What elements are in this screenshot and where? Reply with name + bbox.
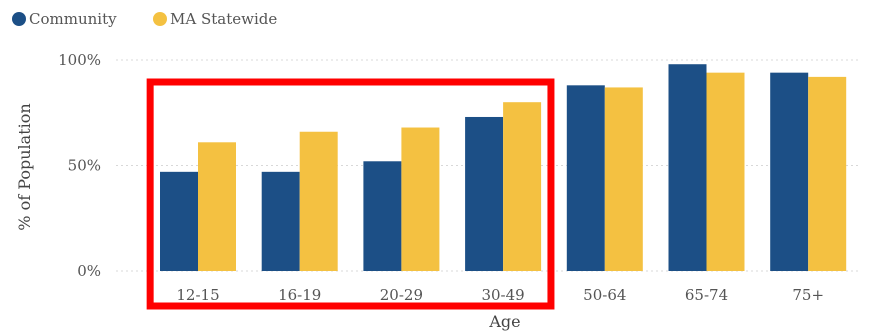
bars — [160, 64, 847, 272]
legend-item-community: Community — [12, 10, 117, 28]
y-tick-label-100: 100% — [58, 51, 101, 69]
bar-community-50-64 — [566, 85, 605, 271]
bar-ma-statewide-20-29 — [401, 127, 440, 272]
x-tick-label-16-19: 16-19 — [278, 286, 321, 304]
legend-swatch-community — [12, 12, 26, 26]
legend: Community MA Statewide — [12, 10, 277, 28]
x-tick-label-30-49: 30-49 — [481, 286, 524, 304]
y-axis-tick-labels: 0% 50% 100% — [58, 51, 101, 280]
bar-ma-statewide-12-15 — [198, 142, 236, 271]
x-tick-label-20-29: 20-29 — [380, 286, 423, 304]
bar-community-16-19 — [261, 171, 300, 271]
legend-swatch-ma-statewide — [153, 12, 167, 26]
x-axis-title: Age — [488, 312, 520, 331]
x-tick-label-65-74: 65-74 — [685, 286, 728, 304]
highlight-box-group — [146, 78, 555, 310]
legend-label-community: Community — [29, 10, 117, 28]
x-tick-label-75: 75+ — [792, 286, 824, 304]
y-tick-label-50: 50% — [68, 157, 101, 175]
legend-item-ma-statewide: MA Statewide — [153, 10, 277, 28]
bar-community-20-29 — [363, 161, 402, 271]
x-tick-label-12-15: 12-15 — [176, 286, 219, 304]
y-axis-title: % of Population — [15, 103, 34, 230]
y-tick-label-0: 0% — [77, 262, 101, 280]
bar-ma-statewide-30-49 — [503, 102, 542, 271]
bar-ma-statewide-16-19 — [299, 131, 338, 271]
legend-label-ma-statewide: MA Statewide — [170, 10, 277, 28]
bar-community-65-74 — [668, 64, 707, 271]
highlight-box — [146, 78, 555, 310]
bar-community-30-49 — [465, 116, 504, 271]
bar-community-75 — [770, 72, 809, 271]
bar-ma-statewide-75 — [808, 76, 847, 271]
x-axis-tick-labels: 12-15 16-19 20-29 30-49 50-64 65-74 75+ — [176, 286, 824, 304]
bar-community-12-15 — [160, 171, 198, 271]
bar-ma-statewide-50-64 — [604, 87, 643, 272]
x-tick-label-50-64: 50-64 — [583, 286, 626, 304]
bar-ma-statewide-65-74 — [706, 72, 745, 271]
